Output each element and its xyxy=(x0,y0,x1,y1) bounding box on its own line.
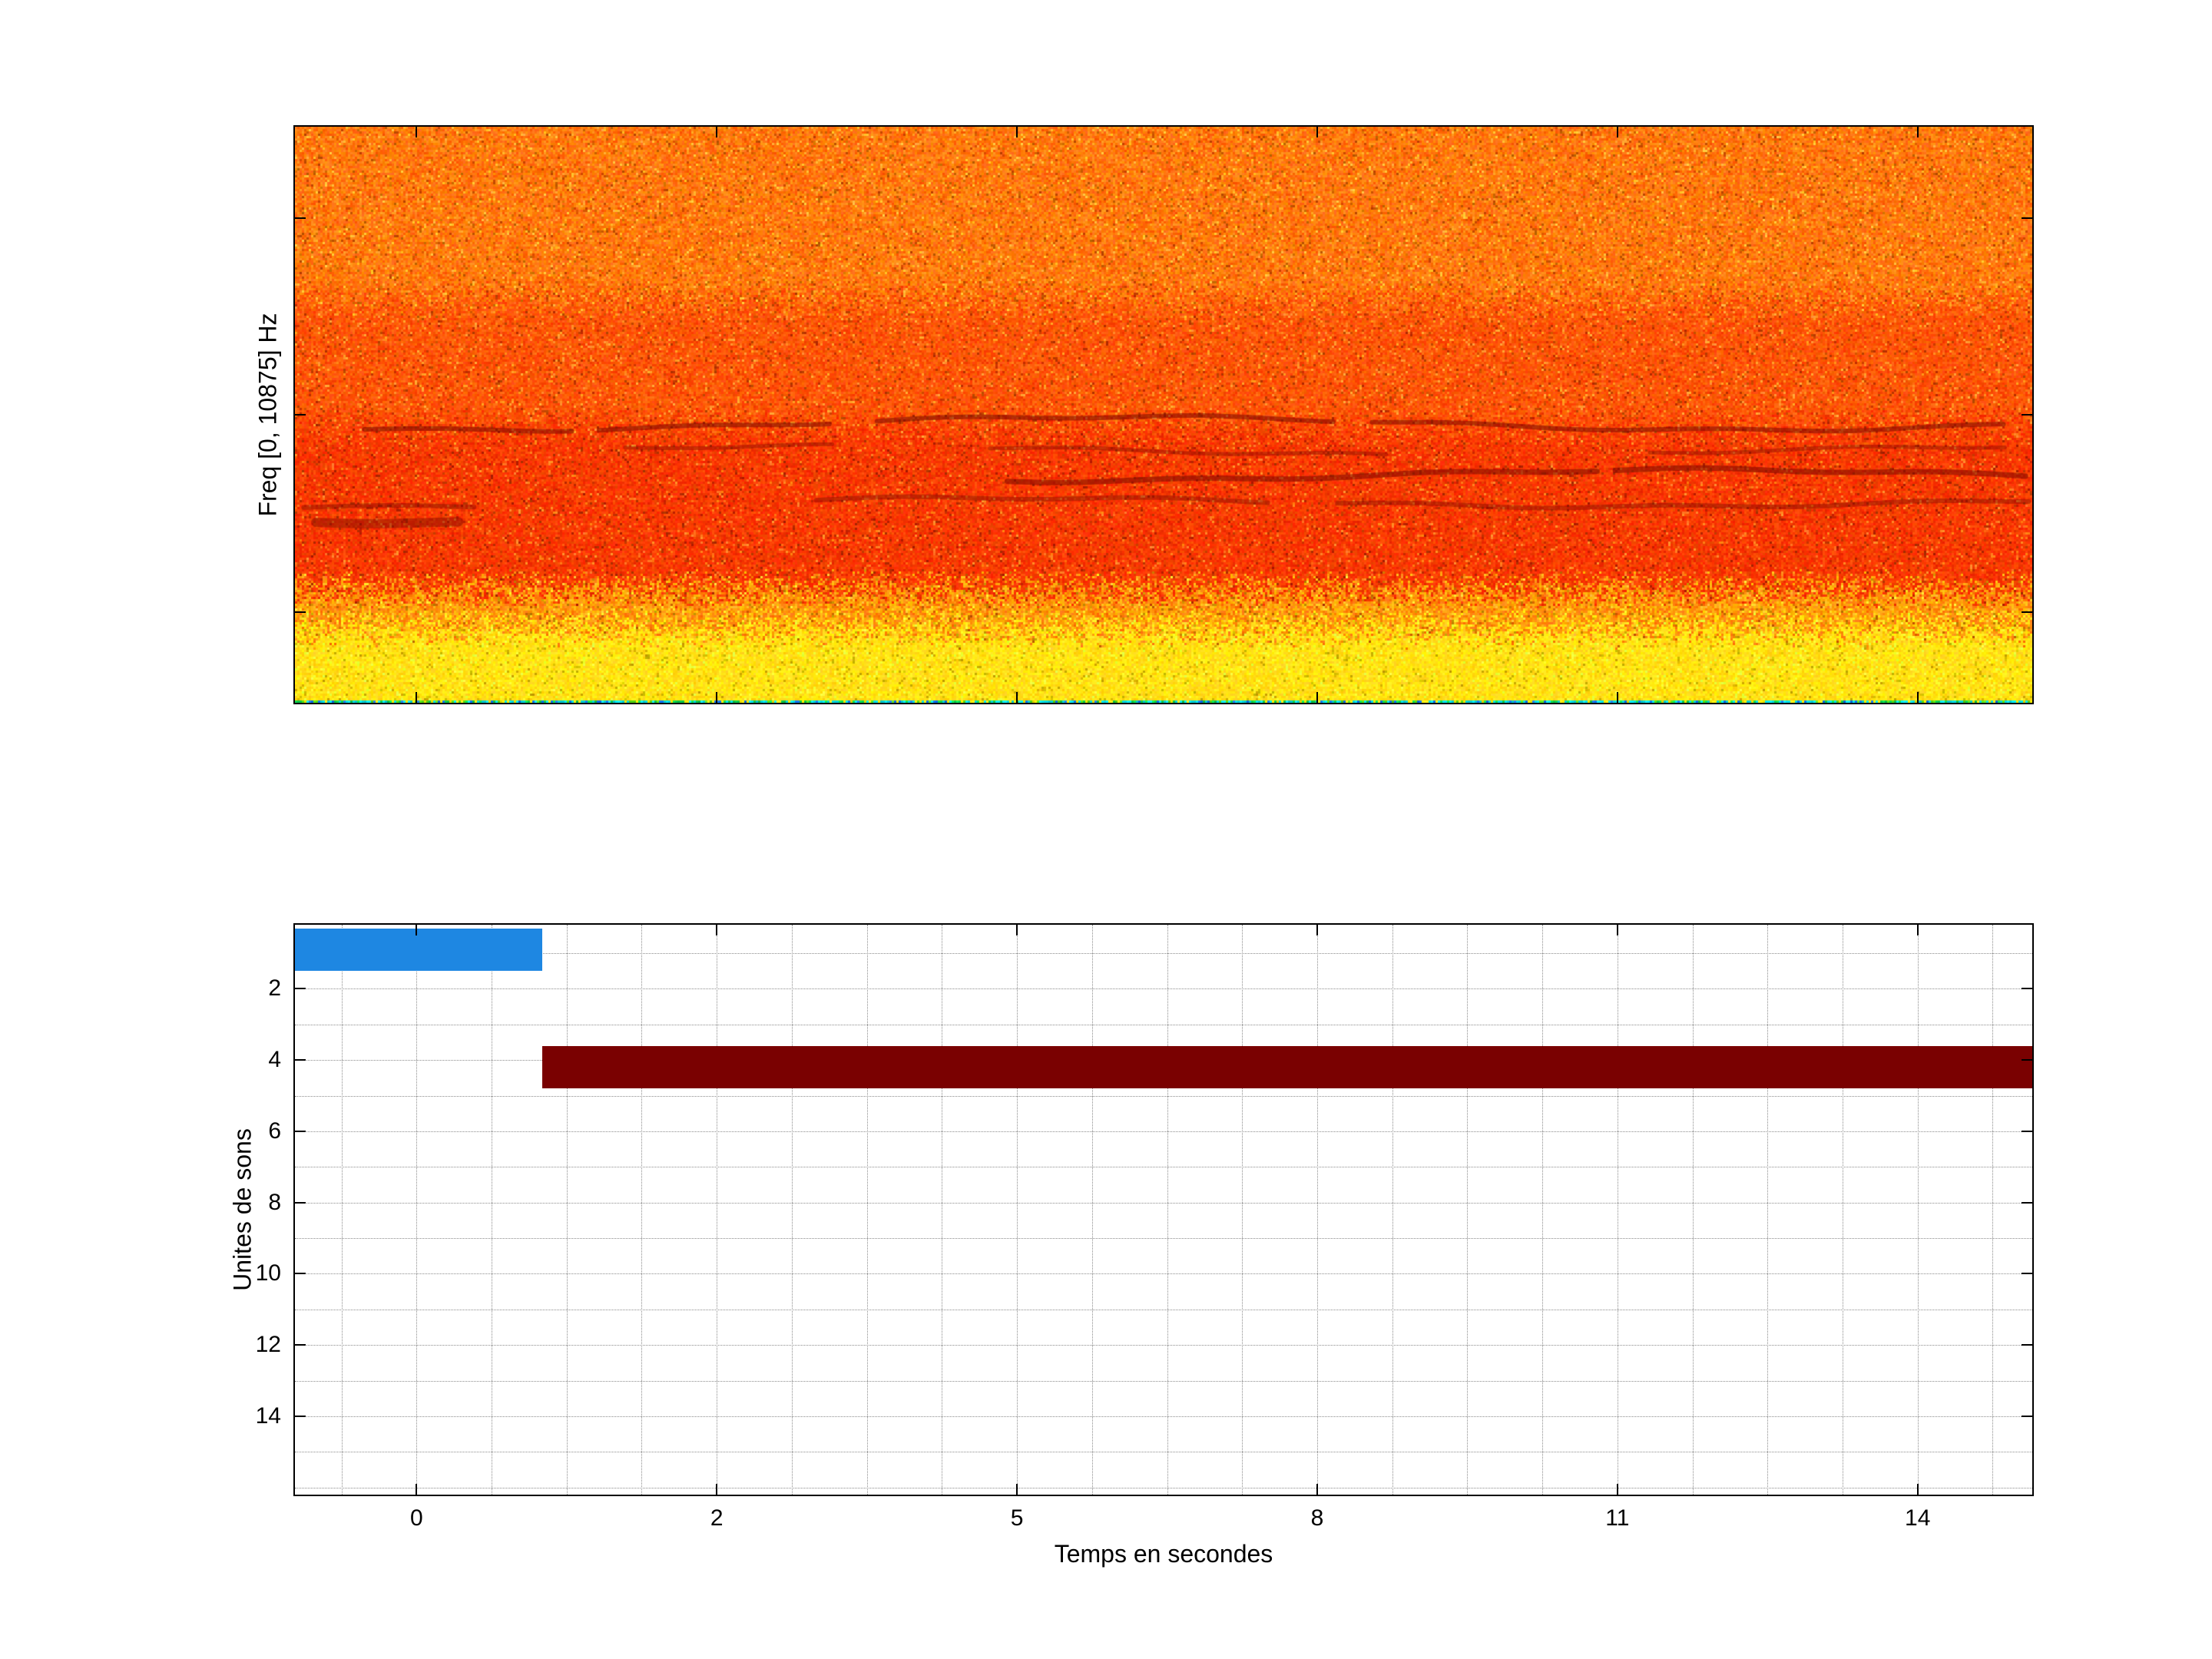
spectrogram-x-tick xyxy=(1617,127,1618,137)
y-tick-label: 12 xyxy=(221,1332,281,1358)
spectrogram-y-tick xyxy=(295,217,306,219)
gantt-y-tick xyxy=(295,1273,306,1274)
gridline-vertical xyxy=(1693,925,1694,1495)
gantt-y-tick xyxy=(295,1131,306,1132)
gantt-y-tick xyxy=(2022,1273,2032,1274)
y-tick-label: 4 xyxy=(221,1047,281,1073)
gantt-y-tick xyxy=(295,1416,306,1417)
gantt-y-tick xyxy=(295,988,306,989)
gantt-y-tick xyxy=(2022,1131,2032,1132)
spectrogram-ylabel: Freq [0, 10875] Hz xyxy=(254,313,283,516)
gantt-x-tick xyxy=(416,1484,417,1495)
gridline-vertical xyxy=(1092,925,1093,1495)
gantt-x-tick xyxy=(1016,925,1018,935)
x-tick-label: 0 xyxy=(410,1505,423,1532)
spectrogram-image xyxy=(295,127,2032,703)
spectrogram-y-tick xyxy=(295,414,306,416)
gantt-x-tick xyxy=(1917,925,1919,935)
gantt-x-tick xyxy=(716,1484,717,1495)
spectrogram-y-tick xyxy=(295,611,306,613)
gridline-vertical xyxy=(1467,925,1468,1495)
gridline-vertical xyxy=(1317,925,1318,1495)
spectrogram-x-tick xyxy=(1016,127,1018,137)
gantt-x-tick xyxy=(1617,925,1618,935)
gridline-horizontal xyxy=(295,1416,2032,1417)
spectrogram-x-tick xyxy=(416,692,417,703)
gantt-y-tick xyxy=(2022,1416,2032,1417)
gantt-y-tick xyxy=(2022,1202,2032,1204)
gantt-x-tick xyxy=(416,925,417,935)
gantt-x-tick xyxy=(1316,1484,1318,1495)
gantt-y-tick xyxy=(295,1059,306,1061)
matlab-figure: Freq [0, 10875] Hz 0 2 5 8 11 14 2 4 6 8 10 12 14 Te… xyxy=(0,0,2212,1659)
gridline-vertical xyxy=(792,925,793,1495)
x-tick-label: 11 xyxy=(1605,1505,1629,1532)
gantt-x-tick xyxy=(1617,1484,1618,1495)
unit-4-segment xyxy=(542,1046,2032,1089)
spectrogram-x-tick xyxy=(1016,692,1018,703)
gridline-vertical xyxy=(1767,925,1768,1495)
gantt-y-tick xyxy=(2022,1344,2032,1346)
x-tick-label: 14 xyxy=(1905,1505,1930,1532)
gantt-x-tick xyxy=(1316,925,1318,935)
gantt-y-tick xyxy=(2022,1059,2032,1061)
gridline-vertical xyxy=(1392,925,1393,1495)
gridline-horizontal xyxy=(295,1238,2032,1239)
gridline-vertical xyxy=(1242,925,1243,1495)
spectrogram-y-tick xyxy=(2022,217,2032,219)
gridline-vertical xyxy=(567,925,568,1495)
gridline-horizontal xyxy=(295,1203,2032,1204)
gridline-horizontal xyxy=(295,1131,2032,1132)
gridline-horizontal xyxy=(295,953,2032,954)
spectrogram-x-tick xyxy=(716,127,717,137)
gridline-vertical xyxy=(342,925,343,1495)
gantt-y-tick xyxy=(295,1202,306,1204)
gridline-horizontal xyxy=(295,1345,2032,1346)
gridline-horizontal xyxy=(295,988,2032,989)
gridline-vertical xyxy=(1017,925,1018,1495)
gantt-xlabel: Temps en secondes xyxy=(1055,1540,1273,1568)
x-tick-label: 5 xyxy=(1011,1505,1024,1532)
spectrogram-x-tick xyxy=(716,692,717,703)
gantt-x-tick xyxy=(1016,1484,1018,1495)
x-tick-label: 2 xyxy=(710,1505,724,1532)
spectrogram-x-tick xyxy=(1617,692,1618,703)
y-tick-label: 2 xyxy=(221,975,281,1002)
spectrogram-y-tick xyxy=(2022,414,2032,416)
gantt-x-tick xyxy=(716,925,717,935)
gantt-y-tick xyxy=(2022,988,2032,989)
spectrogram-y-tick xyxy=(2022,611,2032,613)
gantt-axes xyxy=(293,923,2034,1496)
gridline-horizontal xyxy=(295,1381,2032,1382)
gridline-vertical xyxy=(1992,925,1993,1495)
spectrogram-x-tick xyxy=(1917,127,1919,137)
spectrogram-x-tick xyxy=(416,127,417,137)
gridline-vertical xyxy=(1542,925,1543,1495)
unit-1-segment xyxy=(295,929,542,972)
gridline-horizontal xyxy=(295,1096,2032,1097)
y-tick-label: 14 xyxy=(221,1403,281,1429)
gantt-y-tick xyxy=(295,1344,306,1346)
gridline-vertical xyxy=(867,925,868,1495)
gridline-vertical xyxy=(416,925,417,1495)
spectrogram-x-tick xyxy=(1917,692,1919,703)
gridline-vertical xyxy=(1918,925,1919,1495)
gridline-vertical xyxy=(1167,925,1168,1495)
gridline-horizontal xyxy=(295,1273,2032,1274)
spectrogram-axes xyxy=(293,125,2034,704)
spectrogram-x-tick xyxy=(1316,127,1318,137)
x-tick-label: 8 xyxy=(1311,1505,1324,1532)
gantt-ylabel: Unites de sons xyxy=(229,1128,257,1291)
gridline-vertical xyxy=(641,925,642,1495)
spectrogram-x-tick xyxy=(1316,692,1318,703)
gantt-x-tick xyxy=(1917,1484,1919,1495)
